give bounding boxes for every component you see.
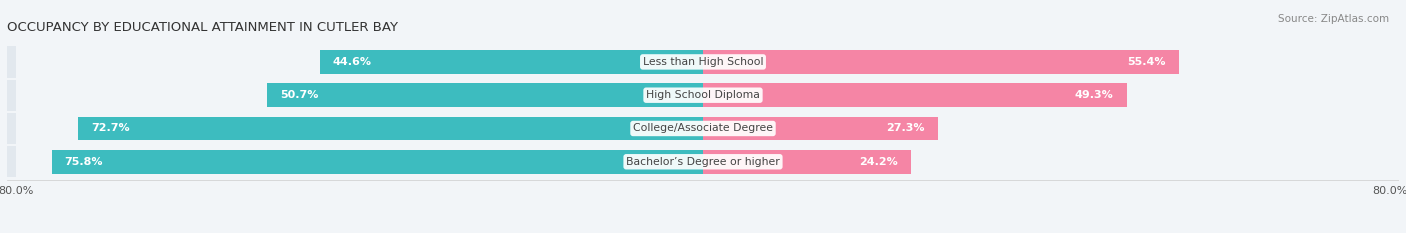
Bar xyxy=(0,113,15,144)
Text: 72.7%: 72.7% xyxy=(91,123,129,134)
Text: Less than High School: Less than High School xyxy=(643,57,763,67)
Bar xyxy=(0,146,15,177)
Bar xyxy=(52,150,703,174)
Bar xyxy=(0,46,15,78)
Bar xyxy=(703,150,911,174)
Bar xyxy=(703,50,1180,74)
Text: 49.3%: 49.3% xyxy=(1076,90,1114,100)
Bar xyxy=(267,83,703,107)
Bar xyxy=(703,116,938,140)
Text: 50.7%: 50.7% xyxy=(280,90,319,100)
Text: 55.4%: 55.4% xyxy=(1128,57,1166,67)
Text: High School Diploma: High School Diploma xyxy=(647,90,759,100)
Text: OCCUPANCY BY EDUCATIONAL ATTAINMENT IN CUTLER BAY: OCCUPANCY BY EDUCATIONAL ATTAINMENT IN C… xyxy=(7,21,398,34)
Text: 75.8%: 75.8% xyxy=(65,157,103,167)
Text: 27.3%: 27.3% xyxy=(886,123,925,134)
Text: 44.6%: 44.6% xyxy=(333,57,371,67)
Bar xyxy=(703,83,1126,107)
Text: Bachelor’s Degree or higher: Bachelor’s Degree or higher xyxy=(626,157,780,167)
Bar xyxy=(0,79,15,111)
Bar xyxy=(319,50,703,74)
Text: 24.2%: 24.2% xyxy=(859,157,898,167)
Text: College/Associate Degree: College/Associate Degree xyxy=(633,123,773,134)
Bar xyxy=(79,116,703,140)
Text: Source: ZipAtlas.com: Source: ZipAtlas.com xyxy=(1278,14,1389,24)
